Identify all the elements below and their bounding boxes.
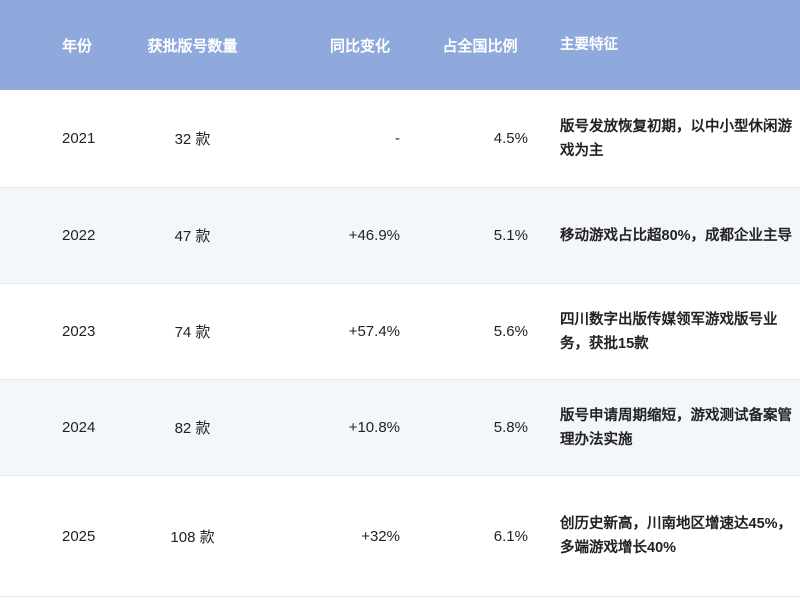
header-share: 占全国比例 [442, 37, 518, 55]
year-cell: 2023 [62, 323, 96, 340]
year-cell: 2025 [62, 527, 96, 545]
count-cell: 32 款 [174, 131, 211, 148]
year-cell: 2022 [62, 227, 96, 244]
table-row: 2023 74 款 +57.4% 5.6% 四川数字出版传媒领军游戏版号业务，获批15款 [0, 284, 800, 380]
feature-cell: 移动游戏占比超80%，成都企业主导 [560, 227, 793, 244]
year-cell: 2024 [62, 419, 96, 436]
feature-cell: 四川数字出版传媒领军游戏版号业务，获批15款 [560, 311, 778, 352]
table-row: 2022 47 款 +46.9% 5.1% 移动游戏占比超80%，成都企业主导 [0, 188, 800, 284]
share-cell: 5.6% [493, 323, 528, 340]
feature-cell: 版号发放恢复初期，以中小型休闲游戏为主 [560, 118, 792, 159]
table-row: 2025 108 款 +32% 6.1% 创历史新高，川南地区增速达45%，多端游戏增长… [0, 476, 800, 597]
feature-cell: 创历史新高，川南地区增速达45%，多端游戏增长40% [560, 516, 793, 556]
count-cell: 82 款 [174, 420, 211, 437]
count-cell: 74 款 [174, 324, 211, 341]
header-change: 同比变化 [329, 37, 390, 55]
feature-cell: 版号申请周期缩短，游戏测试备案管理办法实施 [560, 407, 792, 448]
share-cell: 5.8% [493, 419, 528, 436]
share-cell: 4.5% [493, 130, 528, 147]
table-header: 年份 获批版号数量 同比变化 占全国比例 主要特征 [0, 0, 800, 90]
change-cell: - [395, 130, 400, 147]
count-cell: 108 款 [170, 528, 215, 546]
count-cell: 47 款 [174, 228, 211, 245]
change-cell: +10.8% [348, 419, 400, 436]
change-cell: +32% [361, 527, 400, 545]
year-cell: 2021 [62, 130, 96, 147]
table-row: 2024 82 款 +10.8% 5.8% 版号申请周期缩短，游戏测试备案管理办法实施 [0, 380, 800, 476]
change-cell: +46.9% [348, 227, 400, 244]
share-cell: 5.1% [493, 227, 528, 244]
header-count: 获批版号数量 [147, 37, 238, 55]
table-row: 2021 32 款 - 4.5% 版号发放恢复初期，以中小型休闲游戏为主 [0, 90, 800, 188]
header-year: 年份 [62, 37, 93, 55]
share-cell: 6.1% [493, 527, 528, 545]
header-feature: 主要特征 [560, 37, 618, 53]
change-cell: +57.4% [348, 323, 400, 340]
